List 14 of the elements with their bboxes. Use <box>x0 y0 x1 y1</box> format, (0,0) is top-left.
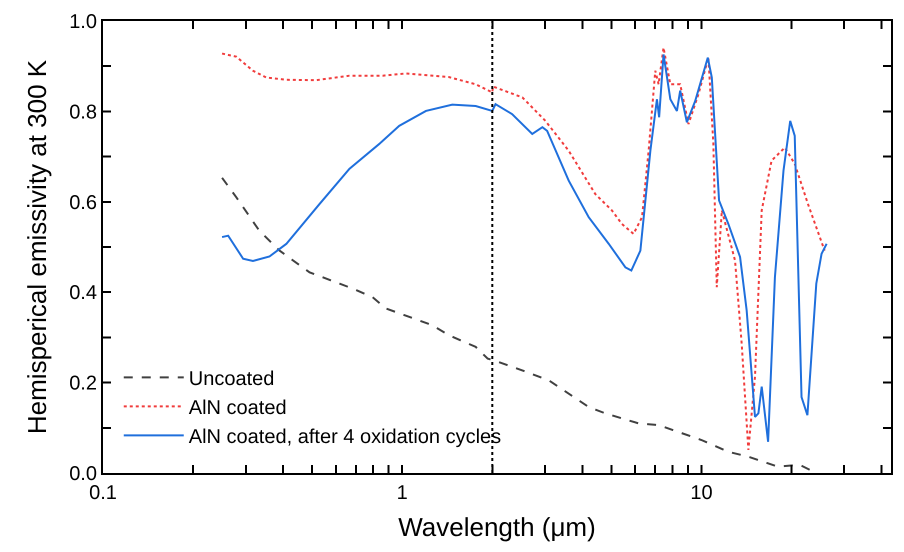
y-tick-label: 0.0 <box>69 463 97 485</box>
y-axis-title: Hemisperical emissivity at 300 K <box>22 59 52 434</box>
legend-label: Uncoated <box>188 368 274 390</box>
y-tick-label: 0.4 <box>69 282 97 304</box>
x-axis-title: Wavelength (μm) <box>398 512 596 542</box>
y-tick-label: 0.6 <box>69 192 97 214</box>
x-tick-label: 1 <box>396 482 408 504</box>
x-tick-label: 0.1 <box>89 482 117 504</box>
y-tick-label: 0.8 <box>69 101 97 124</box>
y-tick-label: 1.0 <box>69 11 97 33</box>
x-tick-label: 10 <box>690 482 713 504</box>
legend-label: AlN coated <box>188 397 287 420</box>
y-tick-label: 0.2 <box>69 372 97 395</box>
legend-label: AlN coated, after 4 oxidation cycles <box>188 426 502 448</box>
